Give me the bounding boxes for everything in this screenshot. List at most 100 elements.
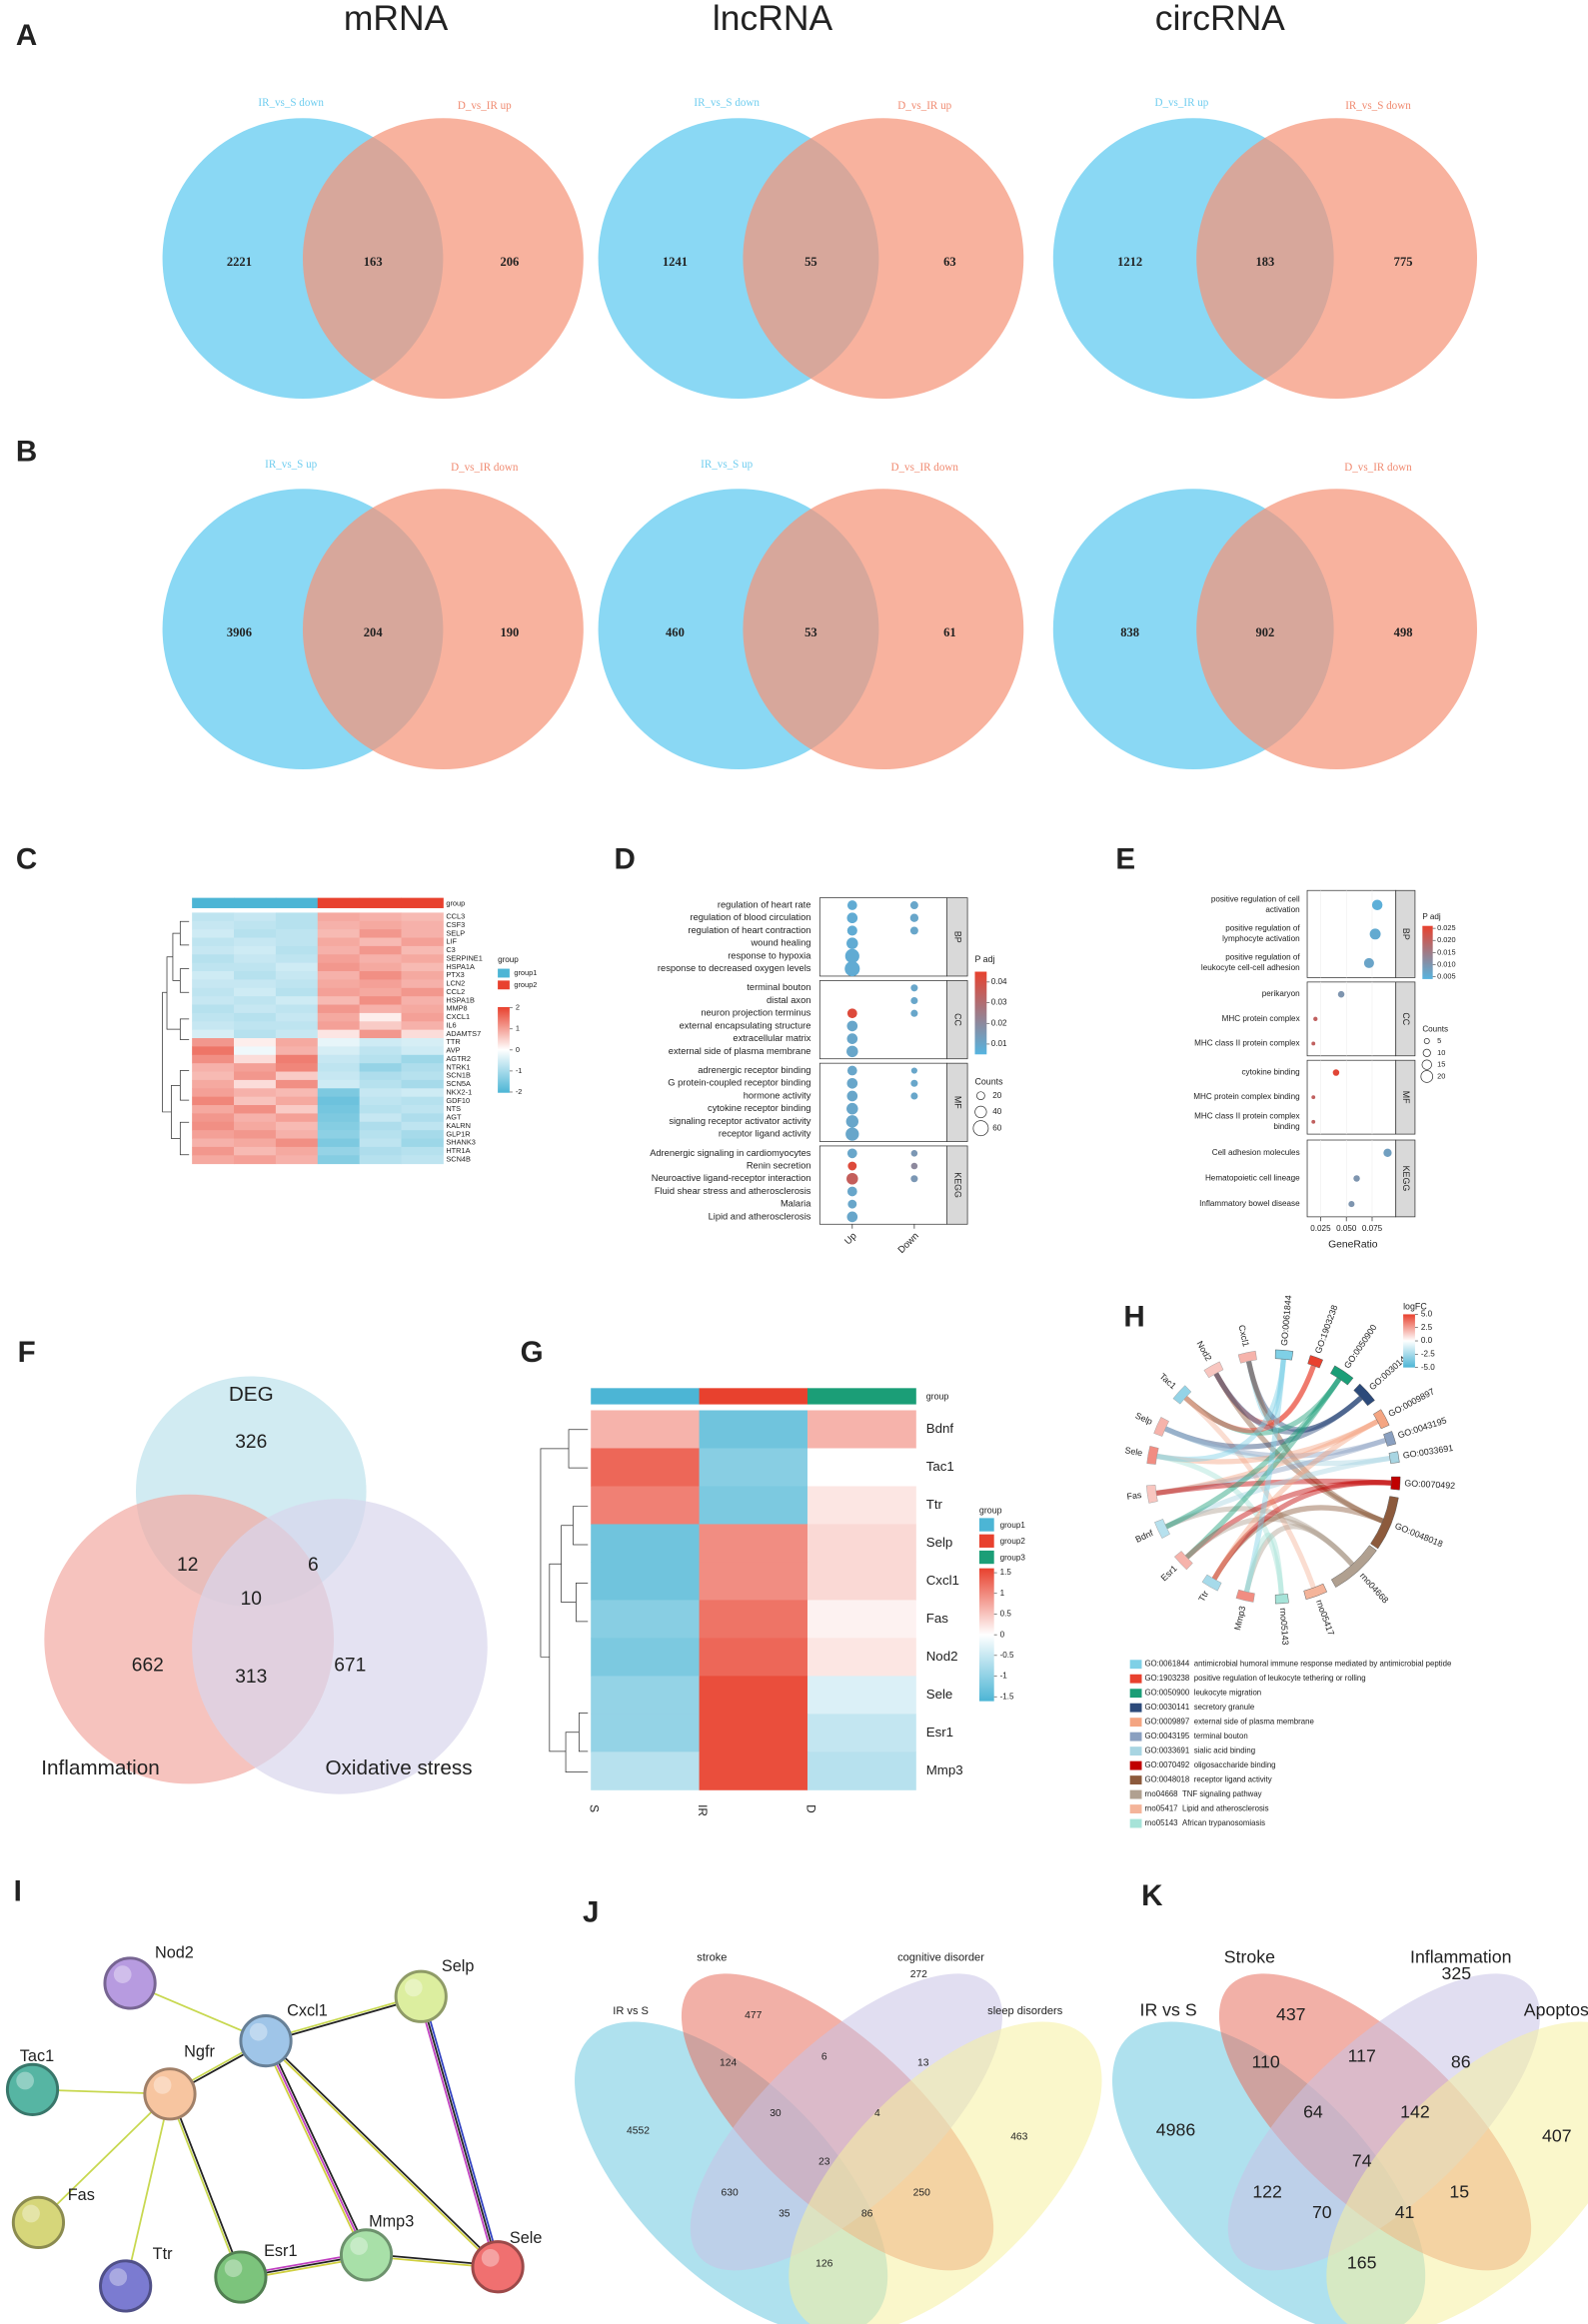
heat-cell: [234, 996, 277, 1005]
legend-title: logFC: [1403, 1301, 1427, 1311]
chord-ribbon: [1156, 1453, 1284, 1596]
term-label: MHC class II protein complex binding: [1194, 1112, 1299, 1131]
set-label: Stroke: [1224, 1947, 1275, 1967]
venn-count: 6: [308, 1555, 319, 1576]
gene-label: SERPINE1: [446, 953, 482, 962]
facet-label: MF: [952, 1096, 962, 1109]
dot: [846, 900, 857, 910]
gene-label: MMP8: [446, 1004, 467, 1013]
group-label: group: [446, 898, 465, 907]
venn-count: 10: [241, 1589, 262, 1610]
chord-ribbon: [1164, 1377, 1342, 1530]
facet-strip: [946, 1062, 968, 1142]
set-label: Apoptosis: [1524, 2000, 1588, 2020]
panel-label: H: [1123, 1301, 1144, 1334]
heat-cell: [591, 1486, 701, 1525]
venn-count: 122: [1252, 2182, 1282, 2202]
chord-ribbon: [1155, 1438, 1387, 1497]
set-label: D_vs_IR down: [451, 462, 519, 474]
venn-count: 13: [917, 2058, 929, 2069]
heat-cell: [275, 1046, 319, 1056]
heat-cell: [192, 1146, 235, 1156]
node-highlight: [224, 2259, 243, 2278]
node-highlight: [481, 2248, 500, 2267]
venn-count: 35: [779, 2208, 791, 2219]
x-tick-label: Down: [896, 1231, 921, 1256]
venn-set: [743, 118, 1024, 400]
x-tick-label: 0.050: [1336, 1224, 1357, 1233]
heat-cell: [192, 1054, 235, 1064]
chord-ribbon: [1183, 1395, 1316, 1590]
gene-label: SCN5A: [446, 1079, 471, 1088]
heat-cell: [591, 1600, 701, 1639]
node-highlight: [22, 2204, 40, 2223]
legend-id: GO:0050900: [1144, 1689, 1189, 1698]
network-node: [239, 2013, 293, 2068]
legend-id: rno04668: [1144, 1789, 1178, 1798]
term-label: neuron projection terminus: [701, 1008, 810, 1018]
heat-cell: [317, 1063, 361, 1072]
heat-cell: [234, 1138, 277, 1148]
legend-swatch: [978, 1518, 994, 1532]
colorbar-label: 0.015: [1437, 947, 1455, 956]
term-arc: [1274, 1349, 1294, 1361]
facet-panel: [818, 1145, 947, 1225]
panel-label: B: [16, 436, 37, 469]
heat-cell: [591, 1676, 701, 1715]
heat-cell: [359, 1121, 402, 1131]
heat-cell: [317, 1121, 361, 1131]
term-line: positive regulation of: [1225, 953, 1300, 962]
heat-cell: [275, 912, 319, 922]
dot: [846, 1186, 857, 1197]
colorbar-label: 0.025: [1437, 923, 1455, 932]
term-label: GO:0043195: [1396, 1415, 1447, 1440]
venn-count: 126: [815, 2259, 832, 2270]
facet-label: BP: [1401, 928, 1411, 940]
dot: [846, 912, 858, 924]
venn-count: 460: [666, 625, 685, 639]
venn-count: 272: [910, 1969, 927, 1980]
term-line: leukocyte cell-cell adhesion: [1201, 963, 1300, 972]
heat-cell: [275, 1004, 319, 1014]
gene-label: NTS: [446, 1104, 461, 1113]
heat-cell: [234, 920, 277, 930]
venn-count: 70: [1312, 2202, 1332, 2222]
venn-count: 630: [722, 2188, 739, 2199]
heat-cell: [317, 996, 361, 1005]
heat-cell: [192, 1012, 235, 1022]
venn-count: 206: [500, 255, 519, 269]
heat-cell: [401, 920, 444, 930]
heat-cell: [192, 1121, 235, 1131]
term-label: GO:0033691: [1402, 1443, 1454, 1461]
heat-cell: [317, 1054, 361, 1064]
facet-label: CC: [952, 1013, 962, 1026]
legend-id: rno05143: [1144, 1818, 1178, 1827]
term-arc: [1307, 1355, 1323, 1369]
gene-arc: [1172, 1385, 1192, 1405]
heat-cell: [591, 1638, 701, 1677]
legend-swatch: [1129, 1775, 1142, 1785]
node-label: Selp: [442, 1957, 475, 1975]
term-label: external side of plasma membrane: [669, 1046, 811, 1056]
heat-cell: [275, 1012, 319, 1022]
colorbar-label: 0.020: [1437, 935, 1455, 944]
heat-cell: [317, 1038, 361, 1047]
legend-label: group2: [514, 980, 537, 989]
network-node: [339, 2228, 394, 2282]
dot: [1371, 899, 1383, 911]
heat-cell: [401, 996, 444, 1005]
heat-cell: [192, 996, 235, 1005]
chord-ribbon: [1155, 1419, 1379, 1497]
group-bar: [401, 897, 444, 908]
venn-count: 1212: [1117, 255, 1142, 269]
heat-cell: [192, 1130, 235, 1139]
panel-label: C: [16, 842, 37, 875]
term-label: GO:0009897: [1387, 1386, 1437, 1419]
venn-count: 1241: [663, 255, 688, 269]
term-label: Adrenergic signaling in cardiomyocytes: [650, 1148, 811, 1158]
gene-label: ADAMTS7: [446, 1029, 481, 1038]
dot: [1332, 1069, 1340, 1076]
heat-cell: [234, 1155, 277, 1165]
heat-cell: [234, 929, 277, 938]
gene-arc: [1201, 1574, 1222, 1592]
